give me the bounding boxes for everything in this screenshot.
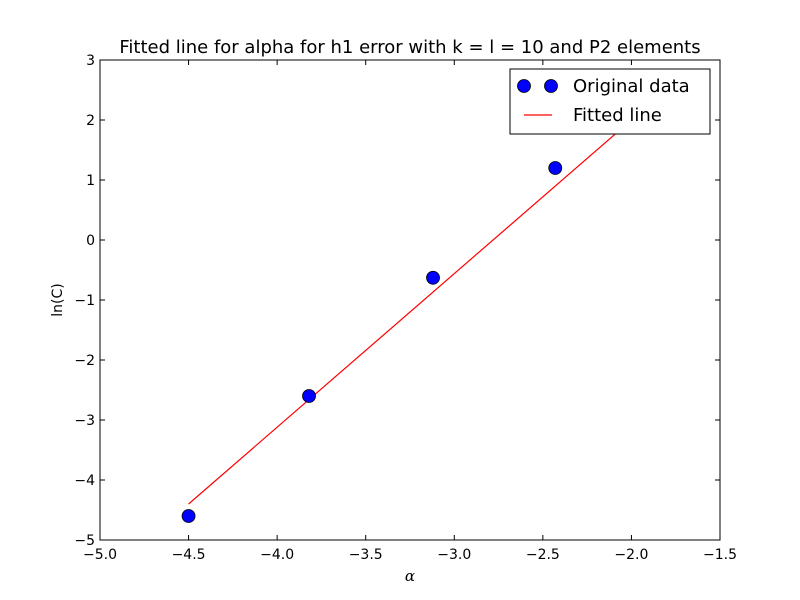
x-tick-label: −3.5 bbox=[349, 547, 383, 563]
legend-label-fitted-line: Fitted line bbox=[573, 105, 662, 126]
y-tick-label: 3 bbox=[86, 53, 95, 69]
y-tick-label: −3 bbox=[74, 413, 95, 429]
data-point-1 bbox=[181, 509, 196, 523]
plot-area bbox=[181, 119, 632, 523]
x-tick-label: −3.0 bbox=[437, 547, 471, 563]
x-tick-label: −4.0 bbox=[260, 547, 294, 563]
y-tick-label: −4 bbox=[74, 473, 95, 489]
legend-box bbox=[509, 68, 711, 135]
x-tick-label: −2.0 bbox=[614, 547, 648, 563]
legend-label-original-data: Original data bbox=[573, 76, 690, 97]
legend-marker-original-data-2 bbox=[544, 79, 558, 93]
data-point-4 bbox=[548, 161, 563, 175]
y-tick-label: −1 bbox=[74, 293, 95, 309]
fitted-line bbox=[188, 119, 632, 505]
axis-ticks: −5.0 −4.5 −4.0 −3.5 −3.0 −2.5 −2.0 −1.5 −5 −4 −3 −2… bbox=[74, 53, 737, 563]
chart-title: Fitted line for alpha for h1 error with … bbox=[119, 37, 700, 58]
y-tick-label: 1 bbox=[86, 173, 95, 189]
y-tick-label: 0 bbox=[86, 233, 95, 249]
data-point-2 bbox=[302, 389, 316, 403]
x-tick-label: −2.5 bbox=[526, 547, 560, 563]
y-tick-label: −2 bbox=[74, 353, 95, 369]
y-tick-label: −5 bbox=[74, 533, 95, 549]
x-tick-label: −5.0 bbox=[83, 547, 117, 563]
x-axis-label: α bbox=[405, 567, 415, 585]
x-tick-label: −1.5 bbox=[703, 547, 737, 563]
legend: Original data Fitted line bbox=[509, 68, 711, 135]
x-tick-label: −4.5 bbox=[172, 547, 206, 563]
legend-marker-original-data-1 bbox=[517, 79, 531, 93]
data-point-3 bbox=[426, 270, 440, 285]
y-tick-label: 2 bbox=[86, 113, 95, 129]
y-axis-label: ln(C) bbox=[50, 283, 66, 316]
